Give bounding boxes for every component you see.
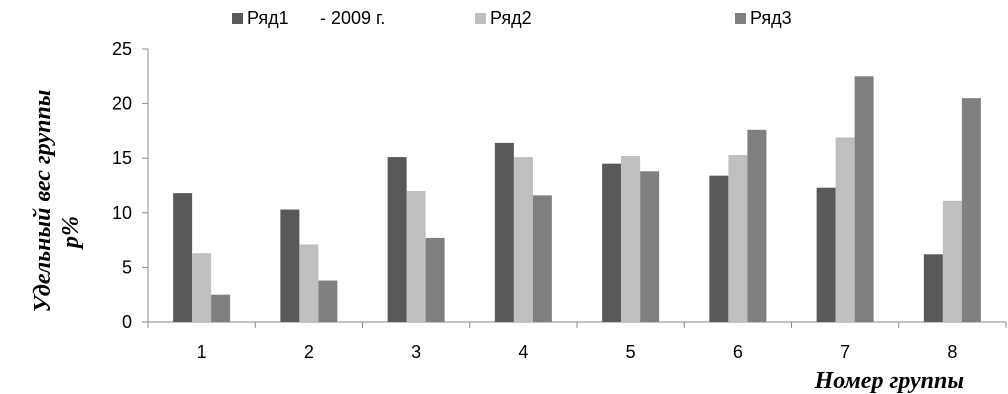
x-tick-label: 8 bbox=[947, 342, 957, 362]
y-axis-title: Удельный вес группы bbox=[30, 90, 56, 313]
y-tick-label: 25 bbox=[112, 39, 132, 59]
bar-Ряд1-5 bbox=[602, 163, 622, 322]
bar-Ряд1-3 bbox=[387, 157, 407, 322]
bar-Ряд2-3 bbox=[406, 190, 426, 322]
x-tick-label: 1 bbox=[197, 342, 207, 362]
bar-Ряд2-2 bbox=[299, 244, 319, 322]
bar-Ряд3-5 bbox=[640, 171, 660, 322]
bar-Ряд2-6 bbox=[728, 154, 748, 322]
bar-Ряд2-1 bbox=[192, 253, 212, 322]
bar-Ряд1-4 bbox=[494, 142, 514, 322]
bar-Ряд1-7 bbox=[816, 187, 836, 322]
legend-label: Ряд2 bbox=[490, 8, 532, 28]
x-tick-label: 6 bbox=[733, 342, 743, 362]
bar-Ряд3-3 bbox=[425, 237, 445, 322]
bar-Ряд3-2 bbox=[318, 280, 338, 322]
y-tick-label: 10 bbox=[112, 203, 132, 223]
y-axis: 0 5 10 15 20 25 bbox=[112, 39, 149, 332]
legend-swatch bbox=[232, 13, 243, 24]
legend: Ряд1 - 2009 г. Ряд2 Ряд3 bbox=[232, 8, 792, 28]
bars bbox=[173, 76, 981, 322]
bar-Ряд2-4 bbox=[513, 157, 533, 322]
y-axis-title-unit: p% bbox=[58, 216, 84, 250]
bar-Ряд1-8 bbox=[923, 254, 943, 322]
x-tick-label: 2 bbox=[304, 342, 314, 362]
bar-Ряд2-8 bbox=[942, 200, 962, 322]
bar-Ряд3-7 bbox=[854, 76, 874, 322]
bar-Ряд3-8 bbox=[961, 98, 981, 322]
legend-label-suffix: - 2009 г. bbox=[320, 8, 385, 28]
x-tick-label: 3 bbox=[411, 342, 421, 362]
y-tick-label: 20 bbox=[112, 94, 132, 114]
y-tick-label: 15 bbox=[112, 148, 132, 168]
legend-label: Ряд1 bbox=[247, 8, 289, 28]
legend-swatch bbox=[735, 13, 746, 24]
x-tick-label: 7 bbox=[840, 342, 850, 362]
bar-Ряд3-1 bbox=[211, 294, 231, 322]
legend-swatch bbox=[475, 13, 486, 24]
x-axis-title: Номер группы bbox=[814, 368, 964, 394]
bar-Ряд2-7 bbox=[835, 137, 855, 322]
x-tick-label: 5 bbox=[626, 342, 636, 362]
bar-Ряд1-6 bbox=[709, 175, 729, 322]
bar-Ряд3-6 bbox=[747, 129, 767, 322]
x-tick-label: 4 bbox=[518, 342, 528, 362]
legend-label: Ряд3 bbox=[750, 8, 792, 28]
bar-Ряд3-4 bbox=[532, 195, 552, 322]
y-tick-label: 0 bbox=[122, 312, 132, 332]
y-tick-label: 5 bbox=[122, 257, 132, 277]
bar-Ряд1-1 bbox=[173, 193, 193, 322]
x-axis: 1 2 3 4 5 6 7 8 bbox=[147, 321, 1007, 362]
bar-Ряд2-5 bbox=[621, 156, 641, 322]
bar-Ряд1-2 bbox=[280, 209, 300, 322]
